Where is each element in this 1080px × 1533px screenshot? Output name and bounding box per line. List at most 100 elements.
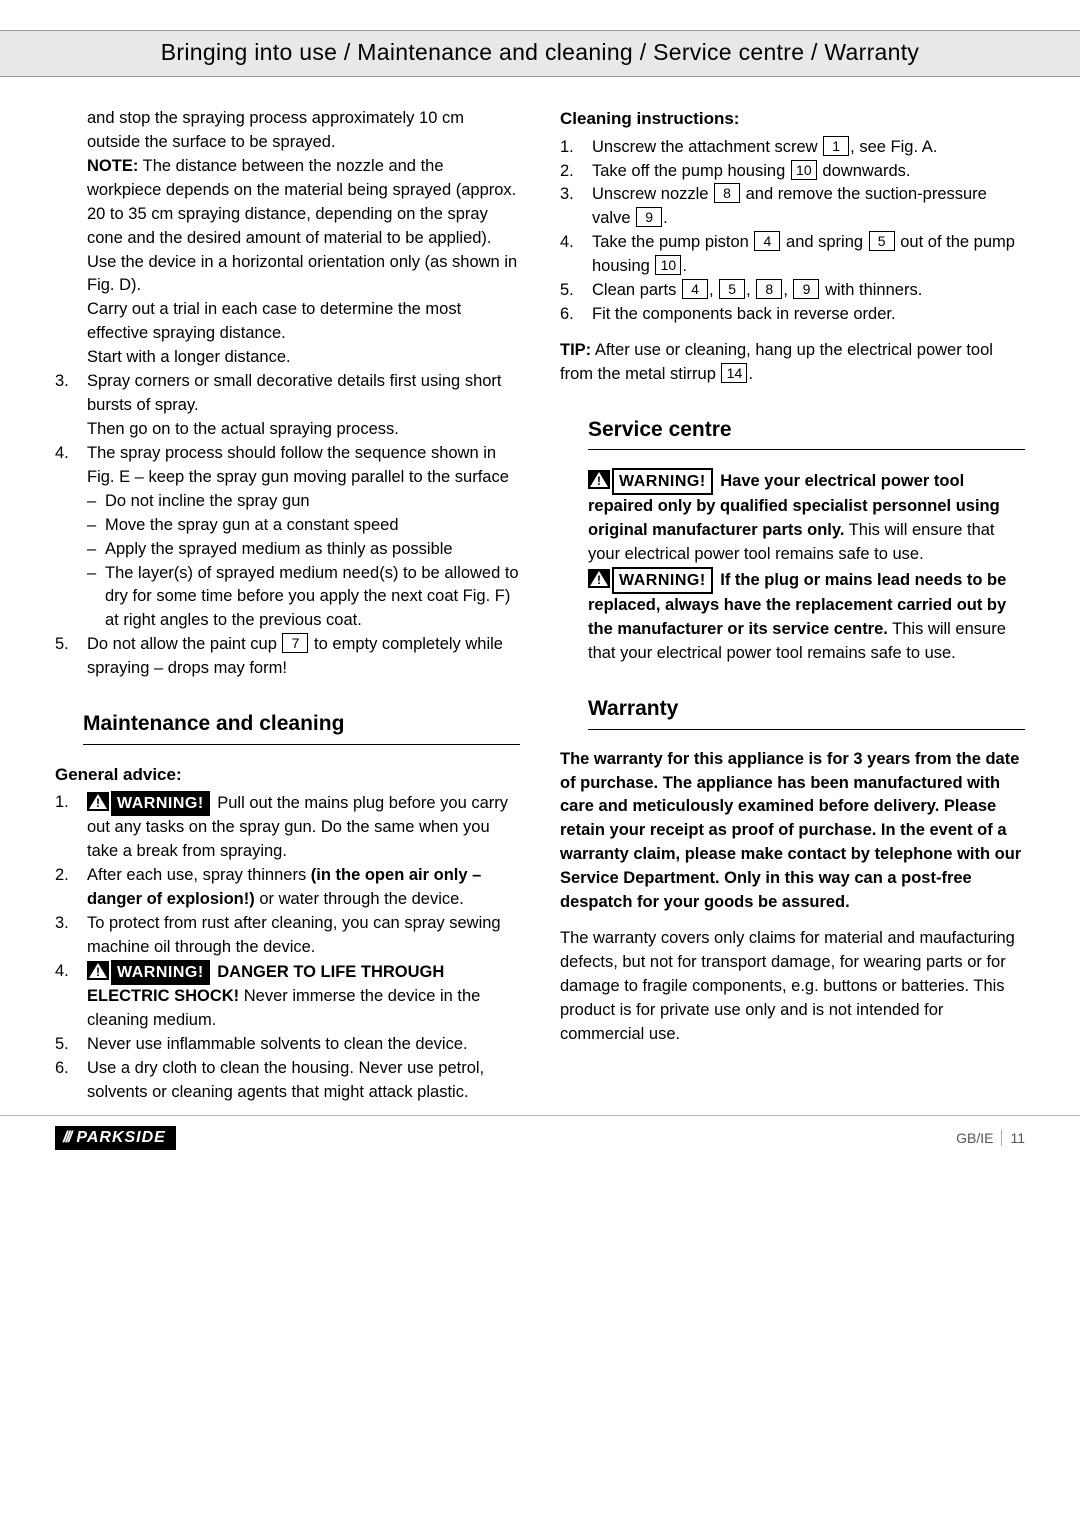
list-text: Then go on to the actual spraying proces… — [87, 420, 399, 438]
page-content: Bringing into use / Maintenance and clea… — [0, 0, 1080, 1105]
note-paragraph: NOTE: The distance between the nozzle an… — [87, 155, 520, 299]
page-number: GB/IE 11 — [956, 1130, 1025, 1146]
warning-label: WARNING! — [612, 567, 713, 594]
tip-label: TIP: — [560, 341, 591, 359]
list-text: Take the pump piston 4 and spring 5 out … — [592, 231, 1025, 279]
warning-paragraph: !WARNING! Have your electrical power too… — [588, 468, 1025, 567]
list-text: To protect from rust after cleaning, you… — [87, 912, 520, 960]
body-text: Carry out a trial in each case to determ… — [87, 298, 520, 346]
list-text: Unscrew nozzle 8 and remove the suction-… — [592, 183, 1025, 231]
list-item: 5. Clean parts 4, 5, 8, 9 with thinners. — [560, 279, 1025, 303]
warranty-bold-paragraph: The warranty for this appliance is for 3… — [560, 748, 1025, 915]
list-number: 2. — [560, 160, 592, 184]
list-text: Never use inflammable solvents to clean … — [87, 1033, 520, 1057]
list-item: 4. !WARNING! DANGER TO LIFE THROUGH ELEC… — [55, 960, 520, 1033]
list-item: 6. Use a dry cloth to clean the housing.… — [55, 1057, 520, 1105]
body-text: Start with a longer distance. — [87, 346, 520, 370]
sub-item: –Do not incline the spray gun — [55, 490, 520, 514]
list-number: 5. — [560, 279, 592, 303]
section-heading-service-centre: Service centre — [588, 415, 1025, 450]
part-ref-box: 9 — [636, 207, 662, 227]
part-ref-box: 9 — [793, 279, 819, 299]
part-ref-box: 14 — [721, 363, 747, 383]
list-text: Fit the components back in reverse order… — [592, 303, 1025, 327]
svg-text:!: ! — [597, 573, 601, 587]
warning-label: WARNING! — [111, 791, 210, 816]
svg-text:!: ! — [96, 796, 100, 810]
list-text: !WARNING! DANGER TO LIFE THROUGH ELECTRI… — [87, 960, 520, 1033]
part-ref-box: 5 — [869, 231, 895, 251]
part-ref-box: 4 — [754, 231, 780, 251]
tip-paragraph: TIP: After use or cleaning, hang up the … — [560, 339, 1025, 387]
list-item: 6. Fit the components back in reverse or… — [560, 303, 1025, 327]
warning-label: WARNING! — [612, 468, 713, 495]
locale-label: GB/IE — [956, 1130, 1002, 1146]
list-number: 3. — [560, 183, 592, 231]
sub-heading-cleaning-instructions: Cleaning instructions: — [560, 107, 1025, 132]
part-ref-box: 5 — [719, 279, 745, 299]
list-number: 6. — [560, 303, 592, 327]
sub-text: Do not incline the spray gun — [105, 490, 520, 514]
sub-heading-general-advice: General advice: — [55, 763, 520, 788]
warning-paragraph: !WARNING! If the plug or mains lead need… — [588, 567, 1025, 666]
right-column: Cleaning instructions: 1. Unscrew the at… — [560, 107, 1025, 1105]
list-text: Do not allow the paint cup 7 to empty co… — [87, 633, 520, 681]
warning-triangle-icon: ! — [87, 792, 109, 811]
page-footer: ///PARKSIDE GB/IE 11 — [0, 1120, 1080, 1170]
list-item-4: 4. The spray process should follow the s… — [55, 442, 520, 490]
page-header-breadcrumb: Bringing into use / Maintenance and clea… — [0, 30, 1080, 77]
part-ref-box: 8 — [714, 183, 740, 203]
sub-text: Move the spray gun at a constant speed — [105, 514, 520, 538]
svg-text:!: ! — [597, 474, 601, 488]
list-number: 1. — [560, 136, 592, 160]
sub-item: –Move the spray gun at a constant speed — [55, 514, 520, 538]
list-number: 2. — [55, 864, 87, 912]
part-ref-box: 4 — [682, 279, 708, 299]
section-heading-maintenance: Maintenance and cleaning — [83, 709, 520, 744]
sub-item: –Apply the sprayed medium as thinly as p… — [55, 538, 520, 562]
list-item: 2. Take off the pump housing 10 downward… — [560, 160, 1025, 184]
list-number: 4. — [55, 960, 87, 1033]
list-item: 1. Unscrew the attachment screw 1, see F… — [560, 136, 1025, 160]
list-text: After each use, spray thinners (in the o… — [87, 864, 520, 912]
warranty-body-paragraph: The warranty covers only claims for mate… — [560, 927, 1025, 1047]
part-ref-box: 8 — [756, 279, 782, 299]
brand-badge: ///PARKSIDE — [55, 1126, 176, 1150]
part-ref-box: 10 — [655, 255, 681, 275]
body-text: and stop the spraying process approximat… — [87, 107, 520, 155]
note-label: NOTE: — [87, 157, 138, 175]
list-item: 4. Take the pump piston 4 and spring 5 o… — [560, 231, 1025, 279]
part-ref-box: 1 — [823, 136, 849, 156]
svg-text:!: ! — [96, 965, 100, 979]
page-num-value: 11 — [1010, 1130, 1025, 1146]
warning-triangle-icon: ! — [588, 569, 610, 588]
list-item-5: 5. Do not allow the paint cup 7 to empty… — [55, 633, 520, 681]
list-text: !WARNING! Pull out the mains plug before… — [87, 791, 520, 864]
list-item: 3. Unscrew nozzle 8 and remove the sucti… — [560, 183, 1025, 231]
part-ref-box: 10 — [791, 160, 817, 180]
list-item-3: 3. Spray corners or small decorative det… — [55, 370, 520, 442]
warning-triangle-icon: ! — [588, 470, 610, 489]
list-number: 3. — [55, 370, 87, 442]
section-heading-warranty: Warranty — [588, 694, 1025, 729]
list-number: 4. — [55, 442, 87, 490]
list-text: Use a dry cloth to clean the housing. Ne… — [87, 1057, 520, 1105]
list-item: 2. After each use, spray thinners (in th… — [55, 864, 520, 912]
list-number: 5. — [55, 1033, 87, 1057]
sub-item: –The layer(s) of sprayed medium need(s) … — [55, 562, 520, 634]
note-body: The distance between the nozzle and the … — [87, 157, 517, 295]
warning-label: WARNING! — [111, 960, 210, 985]
list-text: Unscrew the attachment screw 1, see Fig.… — [592, 136, 1025, 160]
list-number: 4. — [560, 231, 592, 279]
service-centre-body: !WARNING! Have your electrical power too… — [560, 468, 1025, 666]
list-text: Take off the pump housing 10 downwards. — [592, 160, 1025, 184]
list-text: Spray corners or small decorative detail… — [87, 372, 502, 414]
continuation-block: and stop the spraying process approximat… — [55, 107, 520, 370]
list-item: 3. To protect from rust after cleaning, … — [55, 912, 520, 960]
left-column: and stop the spraying process approximat… — [55, 107, 520, 1105]
footer-rule — [0, 1115, 1080, 1116]
list-number: 3. — [55, 912, 87, 960]
list-number: 5. — [55, 633, 87, 681]
list-number: 1. — [55, 791, 87, 864]
list-item: 5. Never use inflammable solvents to cle… — [55, 1033, 520, 1057]
